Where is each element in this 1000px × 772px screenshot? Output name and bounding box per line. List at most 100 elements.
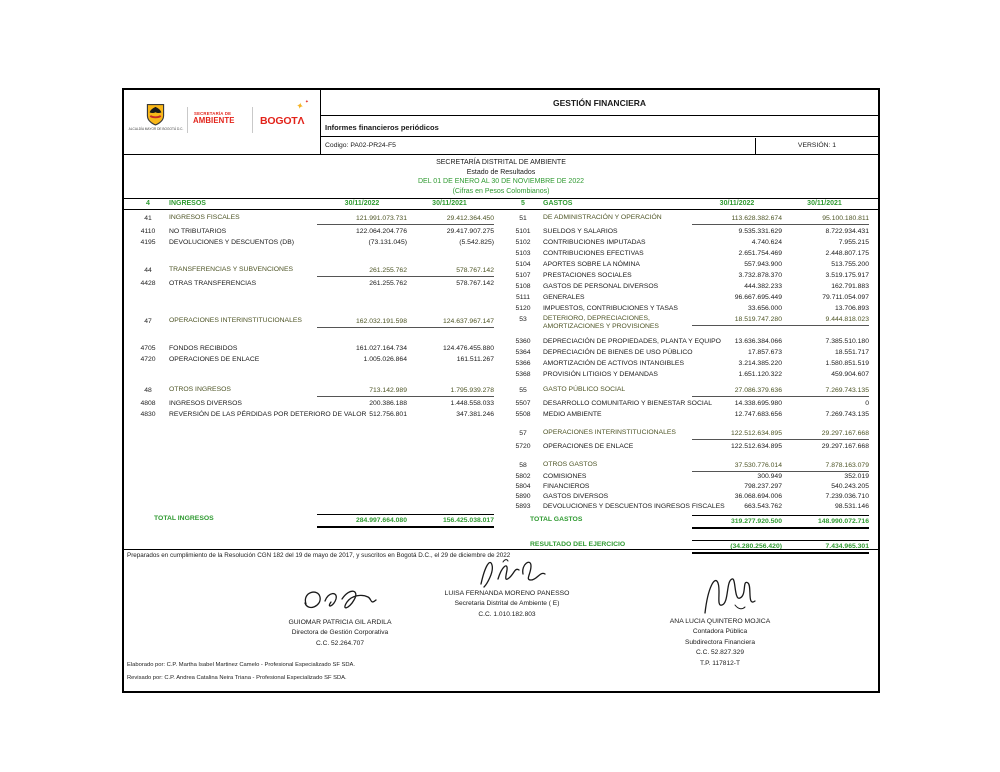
- row-spacer: [500, 420, 878, 428]
- row-label: PRESTACIONES SOCIALES: [543, 272, 632, 279]
- table-row: 4705 FONDOS RECIBIDOS 161.027.164.734 124.4…: [124, 343, 502, 354]
- row-value-2021: 7.269.743.135: [780, 386, 869, 397]
- statement-units: (Cifras en Pesos Colombianos): [452, 187, 550, 195]
- row-value-2022: 557.943.900: [744, 261, 782, 268]
- ingresos-table: 41 INGRESOS FISCALES 121.991.073.731 29.412…: [124, 210, 502, 528]
- row-code: 4808: [140, 400, 156, 407]
- table-row: 5368 PROVISIÓN LITIGIOS Y DEMANDAS 1.651.1…: [500, 369, 878, 380]
- row-label: IMPUESTOS, CONTRIBUCIONES Y TASAS: [543, 305, 678, 312]
- row-label: COMISIONES: [543, 473, 587, 480]
- row-value-2022: 1.651.120.322: [738, 371, 782, 378]
- row-code: 4110: [140, 228, 156, 235]
- row-label: TRANSFERENCIAS Y SUBVENCIONES: [169, 266, 294, 273]
- row-value-2022: 121.991.073.731: [317, 214, 407, 225]
- signer-name: ANA LUCIA QUINTERO MOJICA: [669, 618, 771, 625]
- row-value-2022: 13.636.384.066: [734, 338, 782, 345]
- table-row: 5108 GASTOS DE PERSONAL DIVERSOS 444.382.2…: [500, 281, 878, 292]
- row-label: INGRESOS DIVERSOS: [169, 400, 242, 407]
- table-row: 5804 FINANCIEROS 798.237.297 540.243.205: [500, 481, 878, 491]
- row-code: 5111: [515, 294, 531, 301]
- row-label: SUELDOS Y SALARIOS: [543, 228, 618, 235]
- row-value-2021: 459.904.607: [831, 371, 869, 378]
- table-column-header: 4 INGRESOS 30/11/2022 30/11/2021 5 GASTO…: [124, 199, 878, 210]
- row-spacer: [124, 289, 502, 316]
- row-value-2021: 578.767.142: [456, 280, 494, 287]
- row-spacer: [124, 248, 502, 265]
- row-value-2022: 3.214.385.220: [738, 360, 782, 367]
- signature-block-luisa: LUISA FERNANDA MORENO PANESSO Secretaria…: [407, 556, 607, 620]
- row-value-2021: 2.448.807.175: [825, 250, 869, 257]
- sparkle-icon: ✦: [305, 99, 309, 104]
- row-value-2022: (73.131.045): [368, 239, 407, 246]
- row-code: 5120: [515, 305, 531, 312]
- row-code: 5507: [515, 400, 531, 407]
- row-label: OTROS INGRESOS: [169, 386, 231, 393]
- row-value-2021: 1.795.939.278: [405, 386, 494, 397]
- row-value-2022: 319.277.920.500: [692, 515, 782, 529]
- row-value-2022: 4.740.624: [751, 239, 782, 246]
- row-value-2021: 578.767.142: [405, 266, 494, 277]
- form-code: Codigo: PA02-PR24-F5: [325, 142, 396, 149]
- row-spacer: [124, 420, 502, 513]
- row-spacer: [500, 529, 878, 539]
- row-value-2021: 8.722.934.431: [825, 228, 869, 235]
- row-code: 5508: [515, 411, 531, 418]
- row-label: OPERACIONES DE ENLACE: [543, 443, 634, 450]
- row-code: 48: [144, 387, 152, 394]
- row-value-2022: 300.949: [757, 473, 782, 480]
- signer-title2: Subdirectora Financiera: [684, 638, 755, 646]
- row-code: 55: [519, 387, 527, 394]
- secretaria-de-label: SECRETARÍA DE: [194, 111, 232, 116]
- row-label: MEDIO AMBIENTE: [543, 411, 602, 418]
- row-code: 4428: [140, 280, 156, 287]
- row-label: TOTAL GASTOS: [530, 516, 583, 523]
- row-value-2022: (34.280.256.420): [692, 540, 782, 554]
- row-value-2021: 98.531.146: [834, 503, 869, 510]
- row-code: 5368: [515, 371, 531, 378]
- revisado-por-line: Revisado por: C.P. Andrea Catalina Neira…: [127, 675, 347, 681]
- row-label: FINANCIEROS: [543, 483, 590, 490]
- row-value-2021: (5.542.825): [459, 239, 494, 246]
- preparation-note: Preparados en cumplimiento de la Resoluc…: [124, 549, 878, 559]
- signer-title: Contadora Pública: [692, 628, 748, 635]
- row-value-2022: 33.656.000: [747, 305, 782, 312]
- row-code: 5802: [515, 473, 531, 480]
- table-row: 5102 CONTRIBUCIONES IMPUTADAS 4.740.624 7.9…: [500, 237, 878, 248]
- row-label: OTROS GASTOS: [543, 461, 598, 468]
- signer-title: Secretaria Distrital de Ambiente ( E): [454, 600, 560, 607]
- row-label: REVERSIÓN DE LAS PÉRDIDAS POR DETERIORO …: [169, 411, 367, 418]
- row-label: DEVOLUCIONES Y DESCUENTOS INGRESOS FISCA…: [543, 503, 725, 510]
- row-label: PROVISIÓN LITIGIOS Y DEMANDAS: [543, 371, 658, 378]
- table-row: 5360 DEPRECIACIÓN DE PROPIEDADES, PLANTA …: [500, 336, 878, 347]
- row-value-2021: 1.580.851.519: [825, 360, 869, 367]
- gastos-class-code: 5: [521, 200, 525, 207]
- row-value-2021: 3.519.175.917: [825, 272, 869, 279]
- row-code: 47: [144, 318, 152, 325]
- row-value-2022: 161.027.164.734: [355, 345, 407, 352]
- table-row: 5893 DEVOLUCIONES Y DESCUENTOS INGRESOS F…: [500, 501, 878, 511]
- row-value-2021: 161.511.267: [456, 356, 494, 363]
- table-row: 5507 DESARROLLO COMUNITARIO Y BIENESTAR S…: [500, 398, 878, 409]
- signer-name: LUISA FERNANDA MORENO PANESSO: [444, 590, 570, 597]
- row-label: GASTOS DE PERSONAL DIVERSOS: [543, 283, 659, 290]
- row-label: OPERACIONES INTERINSTITUCIONALES: [169, 317, 302, 324]
- row-label: FONDOS RECIBIDOS: [169, 345, 238, 352]
- gastos-date-2021: 30/11/2021: [807, 200, 842, 207]
- table-row: 53 DETERIORO, DEPRECIACIONES, AMORTIZACIO…: [500, 314, 878, 336]
- row-label: APORTES SOBRE LA NÓMINA: [543, 261, 640, 268]
- row-value-2021: 347.381.246: [456, 411, 494, 418]
- row-code: 5893: [515, 503, 531, 510]
- row-code: 5804: [515, 483, 531, 490]
- ingresos-class-code: 4: [146, 200, 150, 207]
- row-value-2021: 9.444.818.023: [780, 315, 869, 326]
- row-value-2021: 95.100.180.811: [780, 214, 869, 225]
- row-code: 5364: [515, 349, 531, 356]
- row-value-2022: 3.732.878.370: [738, 272, 782, 279]
- row-spacer: [124, 329, 502, 343]
- row-label: OPERACIONES INTERINSTITUCIONALES: [543, 429, 676, 436]
- row-code: 5108: [515, 283, 531, 290]
- row-value-2021: 540.243.205: [831, 483, 869, 490]
- signature-scribble-icon: [704, 578, 756, 614]
- table-row: 44 TRANSFERENCIAS Y SUBVENCIONES 261.255.7…: [124, 265, 502, 278]
- row-code: 4720: [140, 356, 156, 363]
